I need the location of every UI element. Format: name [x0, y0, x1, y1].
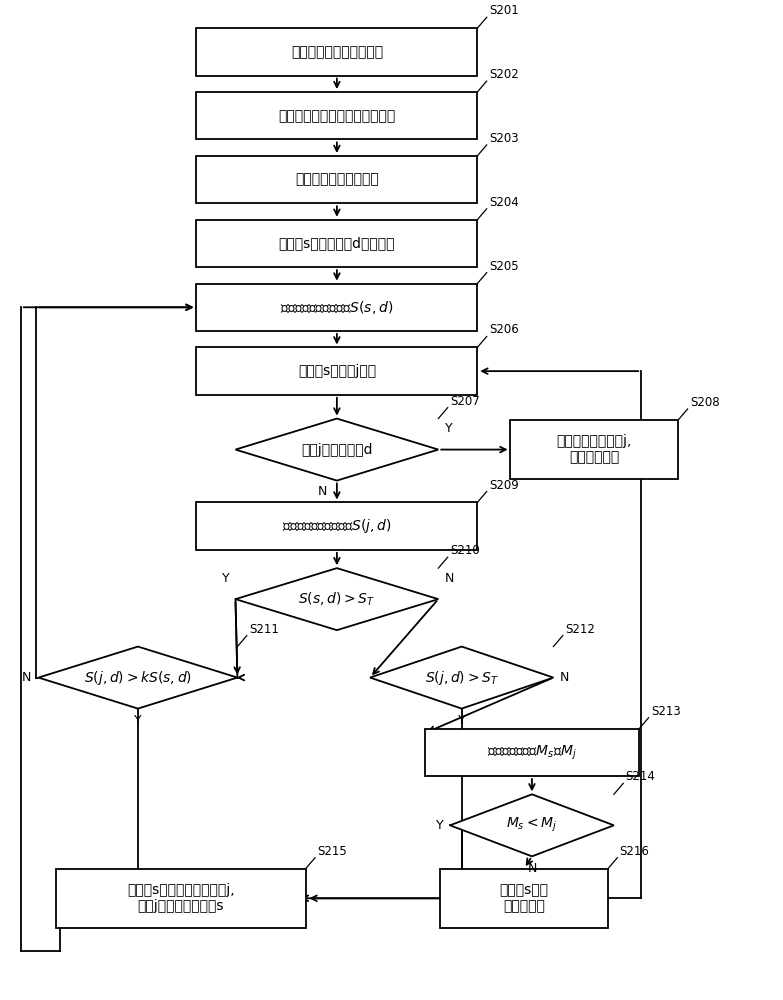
Text: Y: Y [134, 714, 142, 727]
Text: S206: S206 [489, 323, 519, 336]
Text: S208: S208 [690, 396, 720, 409]
Text: 服务器维护各节点的兴趣点队列: 服务器维护各节点的兴趣点队列 [278, 109, 395, 123]
Text: 服务器维护总邻接矩阵: 服务器维护总邻接矩阵 [295, 173, 379, 187]
Text: 源节点s将消息传输给节点j,
节点j成为新的源节点s: 源节点s将消息传输给节点j, 节点j成为新的源节点s [127, 883, 235, 913]
Text: $S(s,d)>S_T$: $S(s,d)>S_T$ [298, 590, 376, 608]
Polygon shape [236, 419, 438, 481]
Bar [197, 92, 478, 139]
Text: S205: S205 [489, 260, 518, 273]
Text: 源节点s与节点j相遇: 源节点s与节点j相遇 [298, 364, 376, 378]
Text: S210: S210 [450, 544, 480, 557]
Text: S216: S216 [619, 845, 650, 858]
Text: N: N [527, 862, 536, 875]
Text: Y: Y [436, 819, 444, 832]
Text: 计算兴趣点队列相似度$S(j,d)$: 计算兴趣点队列相似度$S(j,d)$ [282, 517, 392, 535]
Text: S203: S203 [489, 132, 518, 145]
Text: S214: S214 [626, 770, 655, 783]
Text: N: N [445, 572, 454, 585]
Text: N: N [318, 485, 327, 498]
Text: 计算兴趣点队列相似度$S(s,d)$: 计算兴趣点队列相似度$S(s,d)$ [280, 299, 394, 316]
Text: Y: Y [458, 714, 466, 727]
Bar [197, 502, 478, 550]
Text: 分别计算黏聚值$M_s$和$M_j$: 分别计算黏聚值$M_s$和$M_j$ [487, 743, 577, 762]
Bar [197, 28, 478, 76]
Bar [197, 347, 478, 395]
Text: S201: S201 [489, 4, 519, 17]
Text: S204: S204 [489, 196, 519, 209]
Polygon shape [370, 647, 554, 709]
Bar [440, 869, 608, 928]
Text: 将消息传输给节点j,
结束本次通信: 将消息传输给节点j, 结束本次通信 [557, 434, 632, 465]
Text: N: N [560, 671, 569, 684]
Polygon shape [236, 568, 438, 630]
Text: 源节点s等待
下一个节点: 源节点s等待 下一个节点 [500, 883, 549, 913]
Text: S215: S215 [317, 845, 347, 858]
Text: S211: S211 [249, 623, 279, 636]
Bar [56, 869, 305, 928]
Text: Y: Y [445, 422, 452, 435]
Bar [197, 284, 478, 331]
Text: $M_s<M_j$: $M_s<M_j$ [507, 816, 557, 834]
Polygon shape [38, 647, 237, 709]
Bar [511, 420, 678, 479]
Text: $S(j,d)>S_T$: $S(j,d)>S_T$ [425, 669, 499, 687]
Text: S212: S212 [565, 623, 595, 636]
Text: Y: Y [222, 572, 229, 585]
Text: S213: S213 [651, 705, 680, 718]
Text: $S(j,d)>kS(s,d)$: $S(j,d)>kS(s,d)$ [84, 669, 192, 687]
Bar [197, 220, 478, 267]
Polygon shape [450, 794, 614, 856]
Bar [424, 729, 639, 776]
Text: N: N [21, 671, 31, 684]
Text: S207: S207 [450, 395, 480, 408]
Text: 源节点s向目的节点d发起通信: 源节点s向目的节点d发起通信 [279, 236, 395, 250]
Text: S209: S209 [489, 479, 519, 492]
Text: 服务器保存兴趣点总列表: 服务器保存兴趣点总列表 [290, 45, 383, 59]
Bar [197, 156, 478, 203]
Text: 节点j是目的节点d: 节点j是目的节点d [301, 443, 373, 457]
Text: S202: S202 [489, 68, 519, 81]
